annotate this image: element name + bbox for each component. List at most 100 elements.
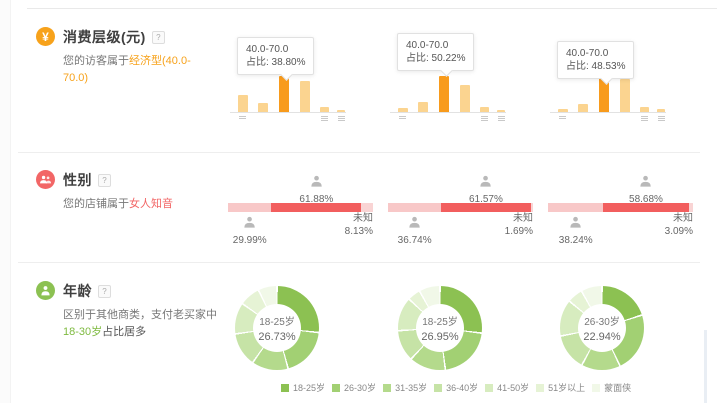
consumption-bar[interactable] xyxy=(480,107,489,112)
age-title: 年龄 xyxy=(63,283,92,299)
male-segment[interactable] xyxy=(548,203,604,212)
unknown-percent: 3.09% xyxy=(664,226,693,237)
consumption-bar[interactable] xyxy=(460,85,470,112)
consumption-bar[interactable] xyxy=(558,109,568,112)
consumption-bar[interactable] xyxy=(657,109,665,112)
unknown-segment[interactable] xyxy=(530,203,533,212)
donut-hole xyxy=(253,304,301,352)
legend-label: 18-25岁 xyxy=(293,383,326,393)
donut-hole xyxy=(416,304,464,352)
consumption-bar[interactable] xyxy=(439,76,449,112)
male-percent: 36.74% xyxy=(397,235,432,246)
bar-tooltip: 40.0-70.0 占比: 48.53% xyxy=(557,41,635,85)
consumption-bar[interactable] xyxy=(279,76,289,112)
tooltip-range: 40.0-70.0 xyxy=(406,40,449,51)
unknown-label: 未知 xyxy=(353,213,373,224)
unknown-segment[interactable] xyxy=(361,203,373,212)
consumption-bar[interactable] xyxy=(578,104,588,112)
donut-center-label: 18-25岁 xyxy=(422,317,458,328)
help-icon[interactable]: ? xyxy=(98,284,111,298)
legend-item[interactable]: 51岁以上 xyxy=(536,381,585,394)
legend-item[interactable]: 31-35岁 xyxy=(383,381,427,394)
legend-swatch xyxy=(536,383,545,392)
tooltip-range: 40.0-70.0 xyxy=(566,48,609,59)
female-segment[interactable] xyxy=(441,203,531,212)
gender-desc-highlight: 女人知音 xyxy=(129,198,173,210)
tooltip-arrow-icon xyxy=(440,64,453,77)
consumption-bar[interactable] xyxy=(258,103,268,112)
consumption-bar[interactable] xyxy=(599,76,609,112)
consumption-bar[interactable] xyxy=(320,107,329,112)
donut-center: 18-25岁 26.95% xyxy=(398,286,482,370)
male-icon xyxy=(243,215,256,233)
consumption-bar[interactable] xyxy=(398,108,408,112)
male-percent: 29.99% xyxy=(232,235,267,246)
female-segment[interactable] xyxy=(271,203,362,212)
female-percent: 58.68% xyxy=(629,194,663,205)
scrollbar-track[interactable] xyxy=(704,330,707,403)
consumption-bar[interactable] xyxy=(238,95,248,112)
consumption-title: 消费层级(元) xyxy=(63,29,146,45)
bar-tooltip: 40.0-70.0 占比: 38.80% xyxy=(237,37,315,81)
x-axis xyxy=(550,112,666,113)
unknown-labels: 未知 3.09% xyxy=(665,212,693,238)
female-icon xyxy=(639,174,652,192)
legend-item[interactable]: 26-30岁 xyxy=(332,381,376,394)
age-donut-3[interactable]: 26-30岁 22.94% xyxy=(560,286,644,370)
legend-item[interactable]: 蒙面侠 xyxy=(592,381,631,394)
gender-chart-3: 58.68% 38.24% 未知 3.09% xyxy=(548,170,693,246)
female-marker: 61.88% xyxy=(299,174,333,205)
legend-label: 31-35岁 xyxy=(395,383,428,393)
consumption-chart-3: 40.0-70.0 占比: 48.53% xyxy=(550,28,668,138)
x-axis-label-mark xyxy=(321,116,328,121)
age-legend: 18-25岁 26-30岁 31-35岁 36-40岁 41-50岁 51岁以上 蒙面侠 xyxy=(281,381,631,394)
age-desc-highlight: 18-30岁 xyxy=(63,326,103,338)
gender-bar xyxy=(228,203,373,212)
consumption-chart-1: 40.0-70.0 占比: 38.80% xyxy=(230,28,348,138)
left-gutter xyxy=(0,0,11,403)
male-percent: 38.24% xyxy=(558,235,593,246)
female-segment[interactable] xyxy=(603,203,689,212)
consumption-desc-highlight: 经济型(40.0-70.0) xyxy=(63,55,191,84)
legend-swatch xyxy=(485,383,494,392)
male-marker: 36.74% xyxy=(398,215,432,246)
legend-item[interactable]: 36-40岁 xyxy=(434,381,478,394)
legend-label: 26-30岁 xyxy=(344,383,377,393)
age-donut-2[interactable]: 18-25岁 26.95% xyxy=(398,286,482,370)
consumption-bar[interactable] xyxy=(497,110,505,112)
consumption-bar[interactable] xyxy=(337,110,345,112)
legend-item[interactable]: 41-50岁 xyxy=(485,381,529,394)
consumption-bar[interactable] xyxy=(620,79,630,112)
section-divider xyxy=(18,152,700,153)
consumption-bar[interactable] xyxy=(418,102,428,112)
legend-item[interactable]: 18-25岁 xyxy=(281,381,325,394)
legend-swatch xyxy=(383,383,392,392)
legend-swatch xyxy=(592,383,601,392)
consumption-bar[interactable] xyxy=(640,107,649,112)
people-icon xyxy=(36,170,55,189)
donut-hole xyxy=(578,304,626,352)
male-icon xyxy=(408,215,421,233)
gender-section-header: 性别 ? 您的店铺属于女人知音 xyxy=(36,170,243,213)
consumption-charts: 40.0-70.0 占比: 38.80% 40.0-70.0 占比: 50.22% 40… xyxy=(228,28,710,148)
gender-bar xyxy=(548,203,693,212)
male-segment[interactable] xyxy=(388,203,442,212)
legend-label: 51岁以上 xyxy=(548,383,586,393)
male-segment[interactable] xyxy=(228,203,272,212)
consumption-section-header: ¥ 消费层级(元) ? 您的访客属于经济型(40.0-70.0) xyxy=(36,27,213,87)
help-icon[interactable]: ? xyxy=(98,173,111,187)
donut-center-label: 18-25岁 xyxy=(259,317,295,328)
age-donut-1[interactable]: 18-25岁 26.73% xyxy=(235,286,319,370)
female-marker: 61.57% xyxy=(469,174,503,205)
help-icon[interactable]: ? xyxy=(151,30,165,44)
legend-swatch xyxy=(281,383,289,392)
x-axis xyxy=(390,112,506,113)
female-percent: 61.57% xyxy=(468,194,503,205)
x-axis-label-mark xyxy=(399,116,406,119)
unknown-segment[interactable] xyxy=(688,203,693,212)
unknown-label: 未知 xyxy=(673,213,693,224)
female-percent: 61.88% xyxy=(299,194,334,205)
consumption-bar[interactable] xyxy=(300,81,310,112)
female-marker: 58.68% xyxy=(629,174,663,205)
